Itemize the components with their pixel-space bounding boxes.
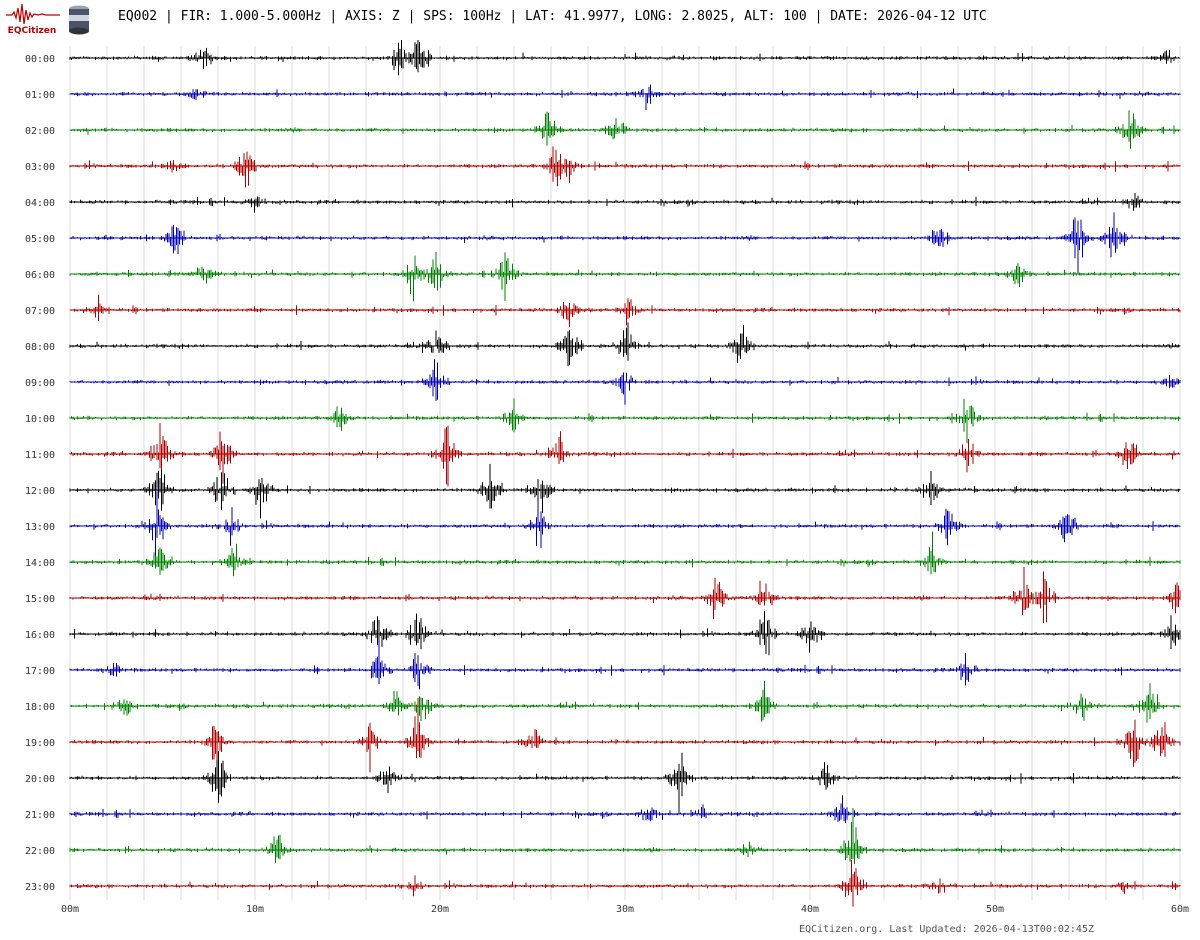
row-label: 02:00 [25, 126, 55, 137]
row-label: 22:00 [25, 846, 55, 857]
row-label: 13:00 [25, 522, 55, 533]
grid-lines [69, 46, 1181, 900]
row-label: 20:00 [25, 774, 55, 785]
x-tick-labels: 00m 10m 20m 30m 40m 50m 60m [61, 904, 1189, 915]
row-labels: 00:00 01:00 02:00 03:00 04:00 05:00 06:00 07:00… [25, 54, 55, 893]
row-label: 17:00 [25, 666, 55, 677]
row-label: 08:00 [25, 342, 55, 353]
row-label: 14:00 [25, 558, 55, 569]
row-label: 15:00 [25, 594, 55, 605]
row-label: 03:00 [25, 162, 55, 173]
row-label: 04:00 [25, 198, 55, 209]
row-label: 00:00 [25, 54, 55, 65]
header: EQCitizen EQ002 | FIR: 1.000-5.000Hz | A… [0, 0, 1200, 40]
logo-text: EQCitizen [7, 26, 57, 36]
row-label: 16:00 [25, 630, 55, 641]
x-tick-label: 50m [986, 904, 1004, 915]
row-label: 21:00 [25, 810, 55, 821]
row-label: 01:00 [25, 90, 55, 101]
x-tick-label: 30m [616, 904, 634, 915]
trace-rows [69, 40, 1181, 907]
sensor-can-icon [69, 5, 89, 35]
x-tick-label: 60m [1171, 904, 1189, 915]
row-label: 07:00 [25, 306, 55, 317]
helicorder-plot: 00:00 01:00 02:00 03:00 04:00 05:00 06:00 07:00… [25, 40, 1189, 915]
row-label: 06:00 [25, 270, 55, 281]
row-label: 23:00 [25, 882, 55, 893]
x-tick-label: 00m [61, 904, 79, 915]
x-tick-label: 40m [801, 904, 819, 915]
chart-title: EQ002 | FIR: 1.000-5.000Hz | AXIS: Z | S… [118, 9, 987, 24]
seismogram-logo-icon [6, 3, 60, 25]
row-label: 18:00 [25, 702, 55, 713]
footer-updated: EQCitizen.org. Last Updated: 2026-04-13T… [798, 924, 1094, 935]
x-tick-label: 10m [246, 904, 264, 915]
row-label: 09:00 [25, 378, 55, 389]
row-label: 12:00 [25, 486, 55, 497]
row-label: 19:00 [25, 738, 55, 749]
row-label: 11:00 [25, 450, 55, 461]
row-label: 10:00 [25, 414, 55, 425]
x-tick-label: 20m [431, 904, 449, 915]
row-label: 05:00 [25, 234, 55, 245]
